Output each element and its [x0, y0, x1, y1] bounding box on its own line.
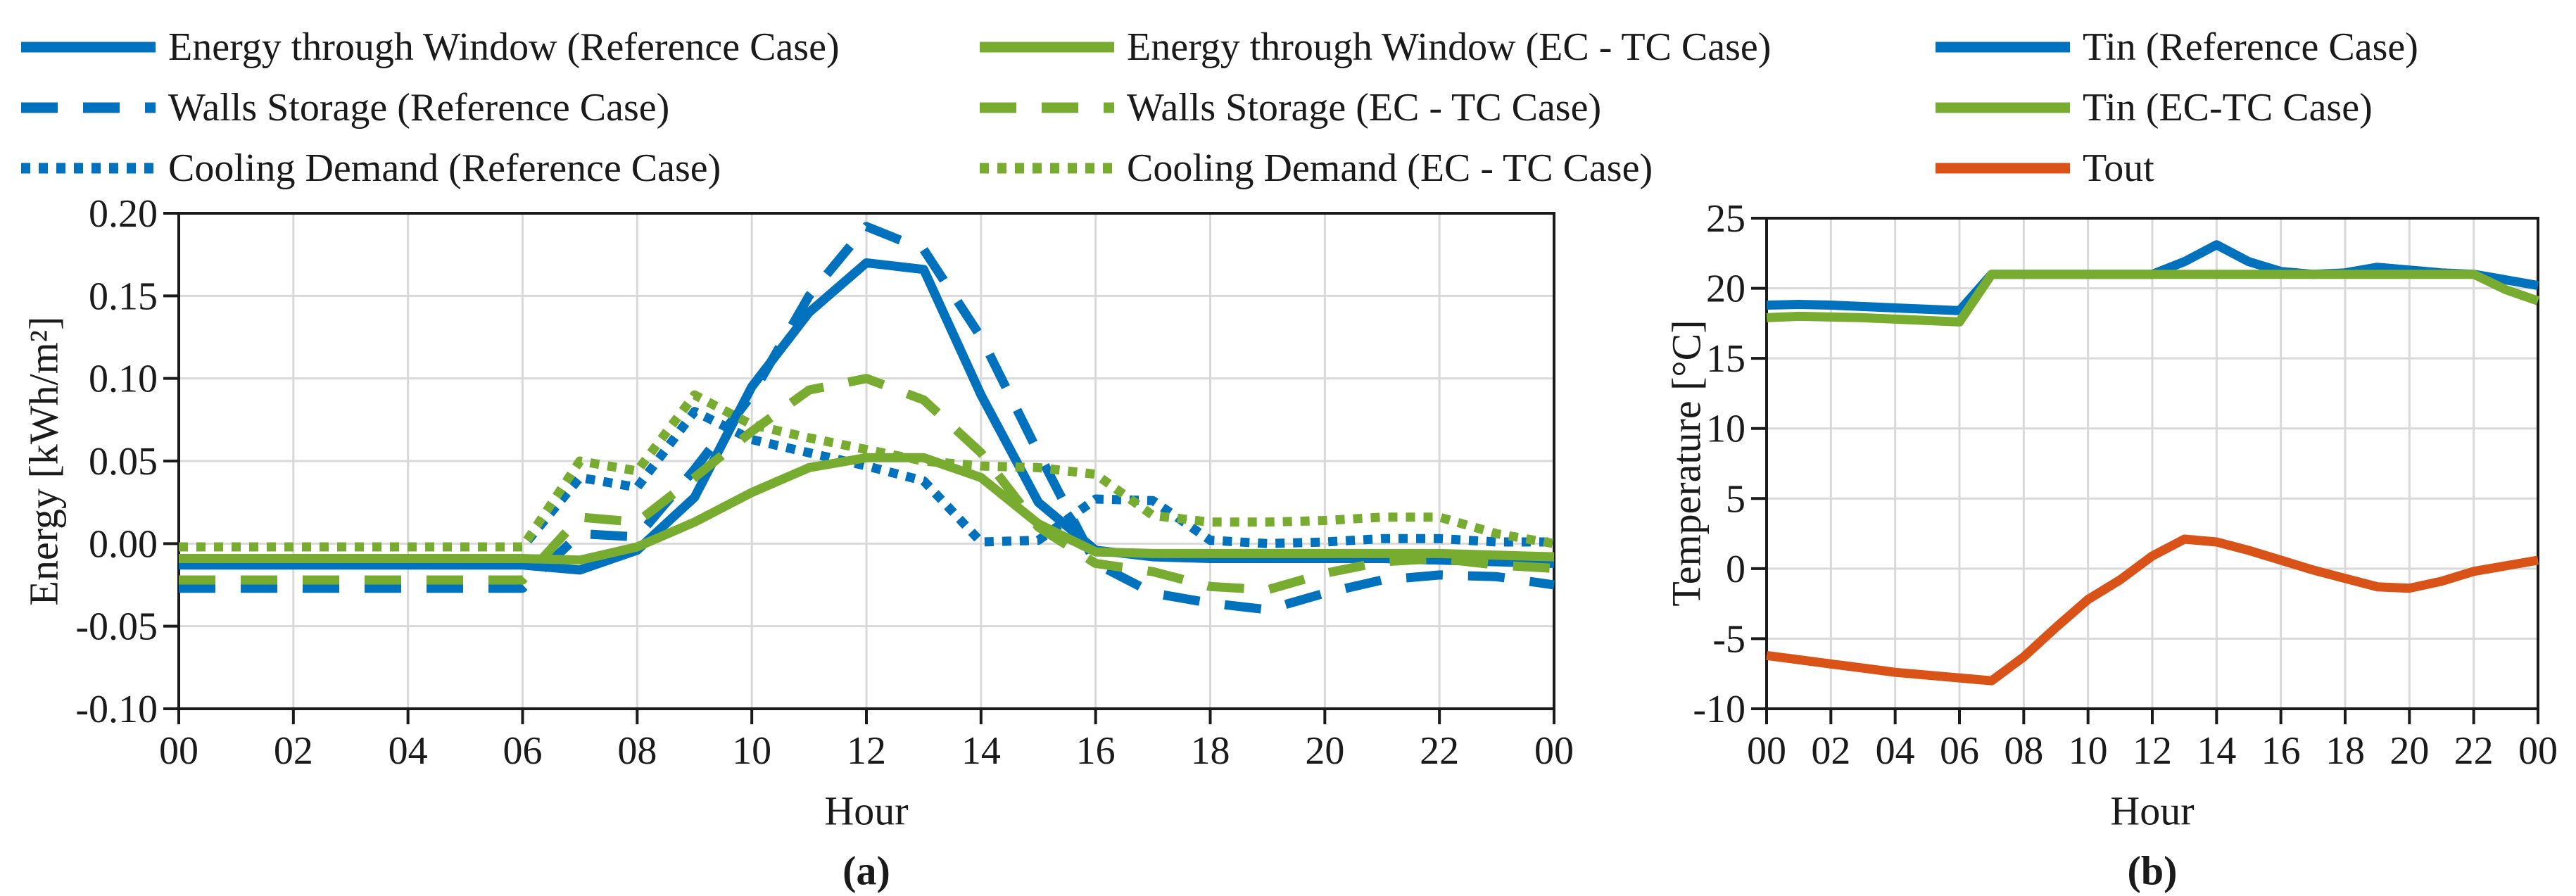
chart-panel-b: 00 02 04 06 08 10 12 14 16 18 20 22 00 25 20 15 10 5 0 -5 -1…: [1693, 197, 2558, 773]
legend-item: Cooling Demand (Reference Case): [20, 138, 840, 198]
legend-item: Energy through Window (EC - TC Case): [978, 17, 1771, 77]
y-tick-label: 5: [1726, 477, 1745, 521]
x-tick-label: 02: [274, 729, 313, 773]
series-line: [1766, 534, 2539, 686]
legend-b: Tin (Reference Case) Tin (EC-TC Case) Tout: [1934, 17, 2418, 198]
x-tick-label: 00: [2518, 729, 2558, 773]
x-tick-label: 14: [961, 729, 1001, 773]
legend-label: Walls Storage (Reference Case): [168, 86, 670, 130]
x-tick-label: 02: [1811, 729, 1850, 773]
x-tick-label: 04: [389, 729, 428, 773]
legend-label: Tin (Reference Case): [2083, 25, 2418, 69]
panel-label-a: (a): [842, 847, 890, 894]
legend-swatch-dashed: [21, 102, 156, 113]
x-tick-label: 18: [1191, 729, 1230, 773]
x-tick-label: 10: [2069, 729, 2108, 773]
legend-swatch-solid: [1936, 163, 2070, 174]
series-line: [179, 258, 1555, 575]
legend-item: Walls Storage (Reference Case): [20, 77, 840, 138]
legend-item: Tin (EC-TC Case): [1934, 77, 2418, 138]
legend-item: Cooling Demand (EC - TC Case): [978, 138, 1771, 198]
x-tick-label: 18: [2325, 729, 2365, 773]
y-tick-label: -10: [1693, 688, 1745, 731]
legend-swatch-dotted: [21, 163, 156, 174]
x-tick-label: 12: [847, 729, 886, 773]
chart-panel-a: 00 02 04 06 08 10 12 14 16 18 20 22 00 0.20 0.15 0.10 0.…: [75, 192, 1574, 773]
legend-a-col2: Energy through Window (EC - TC Case) Wall…: [978, 17, 1771, 198]
x-tick-label: 00: [1534, 729, 1574, 773]
y-tick-label: 0.05: [89, 440, 158, 484]
y-tick-label: 25: [1706, 197, 1745, 241]
legend-label: Energy through Window (Reference Case): [168, 25, 840, 69]
legend-swatch-solid: [1936, 42, 2070, 53]
x-axis-label-a: Hour: [824, 788, 909, 834]
legend-label: Walls Storage (EC - TC Case): [1127, 86, 1602, 130]
y-tick-label: 15: [1706, 337, 1745, 381]
series-line: [179, 222, 1555, 614]
x-tick-label: 22: [2454, 729, 2494, 773]
y-tick-label: 0.20: [89, 192, 158, 236]
x-tick-label: 00: [1747, 729, 1786, 773]
y-tick-label: 0.15: [89, 275, 158, 318]
x-axis-label-b: Hour: [2110, 788, 2195, 834]
x-tick-label: 04: [1876, 729, 1915, 773]
legend-label: Tout: [2083, 146, 2154, 190]
x-tick-label: 00: [159, 729, 198, 773]
legend-swatch-solid: [1936, 102, 2070, 113]
legend-a-col1: Energy through Window (Reference Case) Wa…: [20, 17, 840, 198]
y-tick-label: 0.00: [89, 522, 158, 566]
legend-swatch-dotted: [980, 163, 1114, 174]
series-line: [179, 390, 1555, 552]
series-line: [1766, 270, 2540, 327]
y-tick-label: 20: [1706, 267, 1745, 311]
x-tick-label: 16: [1076, 729, 1116, 773]
x-tick-label: 16: [2261, 729, 2301, 773]
legend-item: Walls Storage (EC - TC Case): [978, 77, 1771, 138]
y-tick-label: 0.10: [89, 358, 158, 401]
y-tick-label: 0: [1726, 548, 1745, 591]
legend-swatch-dashed: [980, 102, 1114, 113]
y-tick-label: -0.05: [75, 605, 158, 649]
x-tick-label: 06: [503, 729, 543, 773]
x-tick-label: 22: [1420, 729, 1459, 773]
legend-label: Tin (EC-TC Case): [2083, 86, 2373, 130]
y-axis-label-b: Temperature [°C]: [1663, 320, 1710, 607]
legend-label: Energy through Window (EC - TC Case): [1127, 25, 1772, 69]
legend-item: Tout: [1934, 138, 2418, 198]
series-line: [179, 453, 1555, 565]
x-tick-label: 12: [2133, 729, 2172, 773]
x-tick-label: 08: [617, 729, 657, 773]
y-axis-label-a: Energy [kWh/m²]: [20, 316, 67, 606]
x-tick-label: 10: [732, 729, 771, 773]
legend-swatch-solid: [21, 42, 156, 53]
legend-item: Energy through Window (Reference Case): [20, 17, 840, 77]
panel-label-b: (b): [2127, 847, 2178, 894]
legend-swatch-solid: [980, 42, 1114, 53]
legend-label: Cooling Demand (Reference Case): [168, 146, 721, 190]
y-tick-label: -5: [1712, 617, 1745, 661]
legend-label: Cooling Demand (EC - TC Case): [1127, 146, 1653, 190]
x-tick-label: 20: [2389, 729, 2429, 773]
x-tick-label: 06: [1940, 729, 1979, 773]
series-line: [179, 374, 1555, 595]
x-tick-label: 20: [1305, 729, 1344, 773]
x-tick-label: 14: [2197, 729, 2236, 773]
legend-item: Tin (Reference Case): [1934, 17, 2418, 77]
x-tick-label: 08: [2004, 729, 2043, 773]
y-tick-label: -0.10: [75, 688, 158, 731]
y-tick-label: 10: [1706, 408, 1745, 451]
